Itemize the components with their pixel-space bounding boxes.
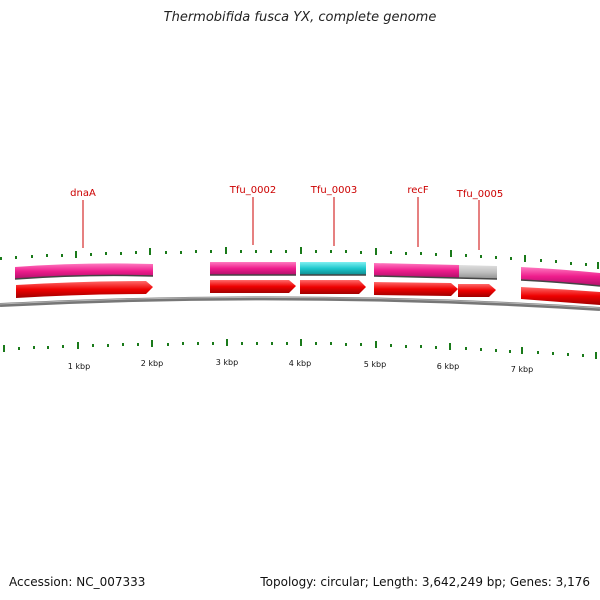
cds-arrow-4[interactable] [374, 282, 458, 296]
gene-feature-recf[interactable] [374, 263, 459, 278]
kbp-label-6: 6 kbp [437, 362, 459, 371]
label-leaders [82, 197, 480, 250]
genome-backbone-highlight [0, 296, 600, 309]
gene-track-shadow [14, 274, 600, 287]
gene-feature-next[interactable] [521, 267, 600, 286]
inner-tick-arc [3, 339, 597, 359]
kbp-label-3: 3 kbp [216, 358, 238, 367]
outer-tick-arc [0, 247, 599, 269]
gene-label-tfu0003: Tfu_0003 [310, 185, 357, 196]
gene-label-tfu0005: Tfu_0005 [456, 189, 503, 200]
genome-summary-text: Topology: circular; Length: 3,642,249 bp… [260, 575, 590, 589]
cds-arrow-6[interactable] [521, 287, 600, 305]
genome-backbone [0, 296, 600, 311]
gene-feature-tfu0005[interactable] [459, 265, 497, 279]
gene-label-dnaa: dnaA [70, 188, 96, 199]
cds-arrow-2[interactable] [210, 280, 296, 293]
accession-text: Accession: NC_007333 [9, 575, 146, 589]
kbp-label-7: 7 kbp [511, 365, 533, 374]
kbp-label-5: 5 kbp [364, 360, 386, 369]
kbp-label-2: 2 kbp [141, 359, 163, 368]
gene-feature-dnaa[interactable] [15, 263, 153, 279]
kbp-label-1: 1 kbp [68, 362, 90, 371]
gene-label-tfu0002: Tfu_0002 [229, 185, 276, 196]
cds-arrow-3[interactable] [300, 280, 366, 294]
gene-feature-tfu0002[interactable] [210, 262, 296, 275]
cds-arrow-1[interactable] [16, 281, 153, 298]
cds-arrow-5[interactable] [458, 284, 496, 297]
gene-feature-tfu0003[interactable] [300, 262, 366, 275]
kbp-label-4: 4 kbp [289, 359, 311, 368]
genome-title: Thermobifida fusca YX, complete genome [163, 10, 437, 25]
gene-label-recf: recF [407, 185, 429, 196]
cds-arrows [16, 280, 600, 305]
